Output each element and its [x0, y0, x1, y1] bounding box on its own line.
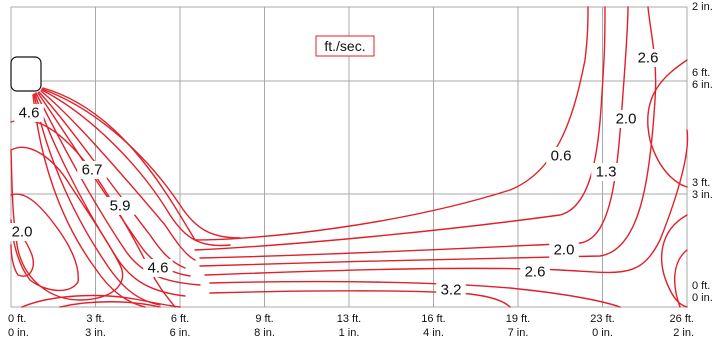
x-tick-label: 3 ft. 3 in.: [85, 313, 106, 339]
svg-text:19 ft.: 19 ft.: [506, 313, 530, 325]
svg-text:0.6: 0.6: [551, 148, 572, 165]
isovel-line: [21, 294, 181, 308]
contour-label: 2.6: [520, 263, 550, 281]
svg-text:5.9: 5.9: [110, 198, 131, 215]
svg-text:3 ft.: 3 ft.: [692, 177, 710, 189]
grid: [10, 6, 688, 308]
svg-text:0 ft.: 0 ft.: [8, 313, 26, 325]
contour-label: 5.9: [105, 197, 135, 215]
isovel-line: [40, 90, 196, 261]
svg-text:0 in.: 0 in.: [592, 327, 613, 339]
contour-label: 3.2: [436, 281, 466, 299]
isovel-line: [204, 129, 689, 276]
isovel-line: [59, 301, 161, 308]
svg-text:3 ft.: 3 ft.: [86, 313, 104, 325]
contour-label: 4.6: [14, 104, 44, 122]
isovel-line: [199, 6, 629, 259]
svg-text:3.2: 3.2: [441, 282, 462, 299]
isovel-line: [194, 6, 606, 251]
x-tick-label: 0 ft. 0 in.: [8, 313, 29, 339]
isovel-line: [673, 249, 688, 308]
svg-text:16 ft.: 16 ft.: [421, 313, 445, 325]
y-axis-ticks: 0 ft.0 in. 3 ft.3 in. 6 ft.6 in. 2 in.: [692, 1, 713, 304]
x-tick-label: 26 ft. 2 in.: [670, 313, 694, 339]
svg-text:1.3: 1.3: [596, 164, 617, 181]
isovel-line: [41, 88, 241, 239]
svg-text:2.0: 2.0: [554, 242, 575, 259]
svg-text:6 ft.: 6 ft.: [171, 313, 189, 325]
isovel-line: [10, 193, 79, 292]
contour-label: 2.0: [611, 110, 641, 128]
x-tick-label: 6 ft. 6 in.: [170, 313, 191, 339]
svg-text:4.6: 4.6: [19, 105, 40, 122]
svg-text:3 in.: 3 in.: [85, 327, 106, 339]
svg-text:7 in.: 7 in.: [508, 327, 529, 339]
isovel-line: [209, 290, 511, 308]
contour-label: 2.6: [633, 49, 663, 67]
isovel-line: [37, 92, 191, 277]
units-label: ft./sec.: [324, 38, 365, 54]
svg-text:0 in.: 0 in.: [692, 292, 713, 304]
contour-label: 4.6: [143, 259, 173, 277]
contour-labels: 4.6 6.7 5.9 4.6 2.0 0.6 1.3 2.0 2.6 2.0 2.6 3.2: [7, 49, 663, 299]
svg-text:6.7: 6.7: [82, 162, 103, 179]
isovel-line: [647, 59, 688, 188]
svg-text:9 ft.: 9 ft.: [255, 313, 273, 325]
x-tick-label: 23 ft. 0 in.: [590, 313, 614, 339]
contour-label: 1.3: [591, 163, 621, 181]
isovel-lines: [10, 6, 689, 308]
svg-text:2.6: 2.6: [638, 50, 659, 67]
svg-text:8 in.: 8 in.: [254, 327, 275, 339]
isovel-line: [10, 119, 176, 308]
svg-text:2.0: 2.0: [12, 224, 33, 241]
diffuser-outlet: [10, 56, 42, 92]
svg-text:26 ft.: 26 ft.: [670, 313, 694, 325]
svg-text:6 in.: 6 in.: [170, 327, 191, 339]
svg-text:4 in.: 4 in.: [423, 327, 444, 339]
units-box: ft./sec.: [315, 35, 375, 57]
svg-text:4.6: 4.6: [148, 260, 169, 277]
contour-label: 2.0: [549, 241, 579, 259]
svg-text:23 ft.: 23 ft.: [590, 313, 614, 325]
svg-text:3 in.: 3 in.: [692, 189, 713, 201]
svg-text:2.0: 2.0: [616, 111, 637, 128]
svg-text:6 in.: 6 in.: [692, 79, 713, 91]
svg-text:2 in.: 2 in.: [692, 1, 713, 13]
y-tick-label: 2 in.: [692, 1, 713, 13]
y-tick-label: 6 ft.6 in.: [692, 67, 713, 91]
x-axis-ticks: 0 ft. 0 in. 3 ft. 3 in. 6 ft. 6 in. 9 ft. 8 in.…: [8, 313, 694, 339]
x-tick-label: 16 ft. 4 in.: [421, 313, 445, 339]
x-tick-label: 13 ft. 1 in.: [337, 313, 361, 339]
x-tick-label: 19 ft. 7 in.: [506, 313, 530, 339]
isovel-line: [33, 93, 161, 306]
isovel-line: [35, 92, 201, 286]
x-tick-label: 9 ft. 8 in.: [254, 313, 275, 339]
svg-text:0 in.: 0 in.: [8, 327, 29, 339]
contour-label: 2.0: [7, 223, 37, 241]
svg-text:2.6: 2.6: [525, 264, 546, 281]
isovel-line: [42, 6, 589, 241]
svg-text:1 in.: 1 in.: [339, 327, 360, 339]
svg-text:0 ft.: 0 ft.: [692, 280, 710, 292]
contour-label: 0.6: [546, 147, 576, 165]
isovel-line: [41, 89, 231, 247]
y-tick-label: 3 ft.3 in.: [692, 177, 713, 201]
contour-label: 6.7: [77, 161, 107, 179]
isovel-line: [209, 280, 621, 308]
svg-text:2 in.: 2 in.: [673, 327, 694, 339]
svg-text:13 ft.: 13 ft.: [337, 313, 361, 325]
y-tick-label: 0 ft.0 in.: [692, 280, 713, 304]
svg-text:6 ft.: 6 ft.: [692, 67, 710, 79]
isovel-line: [661, 214, 688, 308]
isovel-line: [199, 6, 657, 267]
